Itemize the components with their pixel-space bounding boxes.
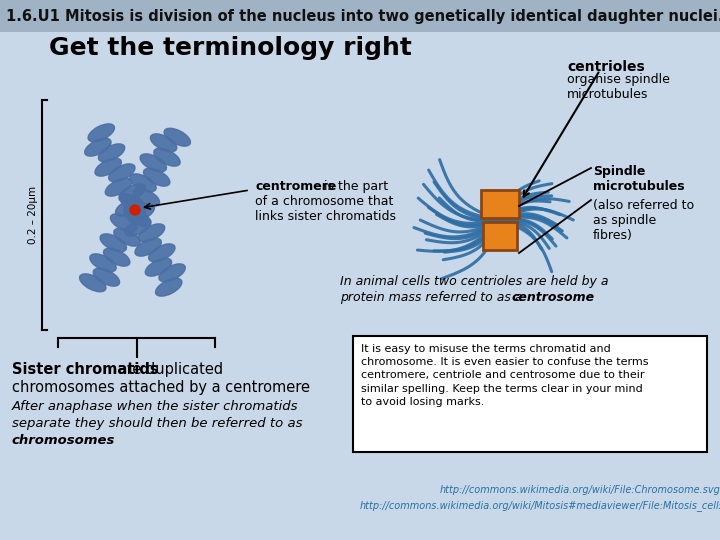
Text: centrioles: centrioles — [567, 60, 644, 74]
Ellipse shape — [156, 278, 182, 296]
Text: organise spindle
microtubules: organise spindle microtubules — [567, 73, 670, 101]
Ellipse shape — [127, 200, 143, 220]
Ellipse shape — [124, 208, 150, 226]
Ellipse shape — [114, 228, 140, 246]
Text: 1.6.U1 Mitosis is division of the nucleus into two genetically identical daughte: 1.6.U1 Mitosis is division of the nucleu… — [6, 9, 720, 24]
Ellipse shape — [88, 124, 114, 141]
Ellipse shape — [140, 154, 166, 172]
Text: chromosomes: chromosomes — [12, 434, 115, 447]
Ellipse shape — [148, 244, 175, 262]
Text: centromere: centromere — [255, 180, 336, 193]
Ellipse shape — [145, 258, 171, 276]
Text: http://commons.wikimedia.org/wiki/File:Chromosome.svg: http://commons.wikimedia.org/wiki/File:C… — [440, 485, 720, 495]
Ellipse shape — [128, 199, 142, 221]
Ellipse shape — [99, 144, 125, 162]
Text: (also referred to
as spindle
fibres): (also referred to as spindle fibres) — [593, 199, 694, 242]
Ellipse shape — [150, 134, 177, 152]
Ellipse shape — [105, 178, 132, 196]
Ellipse shape — [90, 254, 116, 272]
Text: It is easy to misuse the terms chromatid and
chromosome. It is even easier to co: It is easy to misuse the terms chromatid… — [361, 344, 649, 407]
Text: of a chromosome that: of a chromosome that — [255, 195, 393, 208]
Ellipse shape — [119, 184, 145, 202]
Ellipse shape — [110, 214, 137, 232]
FancyBboxPatch shape — [481, 190, 519, 218]
Ellipse shape — [130, 174, 156, 192]
Ellipse shape — [95, 158, 122, 176]
Text: centrosome: centrosome — [512, 291, 595, 304]
Text: After anaphase when the sister chromatids: After anaphase when the sister chromatid… — [12, 400, 299, 413]
Ellipse shape — [154, 148, 180, 166]
Ellipse shape — [120, 194, 146, 212]
Text: chromosomes attached by a centromere: chromosomes attached by a centromere — [12, 380, 310, 395]
Ellipse shape — [138, 224, 165, 242]
Text: separate they should then be referred to as: separate they should then be referred to… — [12, 417, 302, 430]
Ellipse shape — [100, 234, 127, 252]
Ellipse shape — [125, 202, 145, 218]
Ellipse shape — [93, 268, 120, 286]
Text: Sister chromatids: Sister chromatids — [12, 362, 158, 377]
Ellipse shape — [115, 198, 142, 216]
Ellipse shape — [124, 203, 146, 217]
Text: http://commons.wikimedia.org/wiki/Mitosis#mediaviewer/File:Mitosis_cells_sequenc: http://commons.wikimedia.org/wiki/Mitosi… — [360, 500, 720, 511]
Ellipse shape — [143, 168, 170, 186]
Ellipse shape — [125, 218, 151, 236]
Ellipse shape — [135, 238, 161, 256]
FancyBboxPatch shape — [483, 222, 517, 250]
Ellipse shape — [128, 204, 155, 222]
Ellipse shape — [164, 129, 191, 146]
Text: links sister chromatids: links sister chromatids — [255, 210, 396, 223]
Ellipse shape — [85, 138, 111, 156]
FancyBboxPatch shape — [353, 336, 707, 452]
Circle shape — [130, 205, 140, 215]
Text: In animal cells two centrioles are held by a: In animal cells two centrioles are held … — [340, 275, 608, 288]
Ellipse shape — [159, 264, 185, 282]
Ellipse shape — [125, 202, 145, 218]
Text: is the part: is the part — [320, 180, 388, 193]
Text: protein mass referred to as a: protein mass referred to as a — [340, 291, 526, 304]
Bar — [0, 0, 720, 32]
Text: Spindle
microtubules: Spindle microtubules — [593, 165, 685, 193]
Ellipse shape — [133, 188, 160, 206]
Text: 0.2 – 20μm: 0.2 – 20μm — [28, 186, 38, 244]
Text: are duplicated: are duplicated — [113, 362, 223, 377]
Ellipse shape — [79, 274, 106, 292]
Ellipse shape — [127, 200, 143, 220]
Ellipse shape — [109, 164, 135, 182]
Ellipse shape — [104, 248, 130, 266]
Text: Get the terminology right: Get the terminology right — [48, 36, 411, 60]
